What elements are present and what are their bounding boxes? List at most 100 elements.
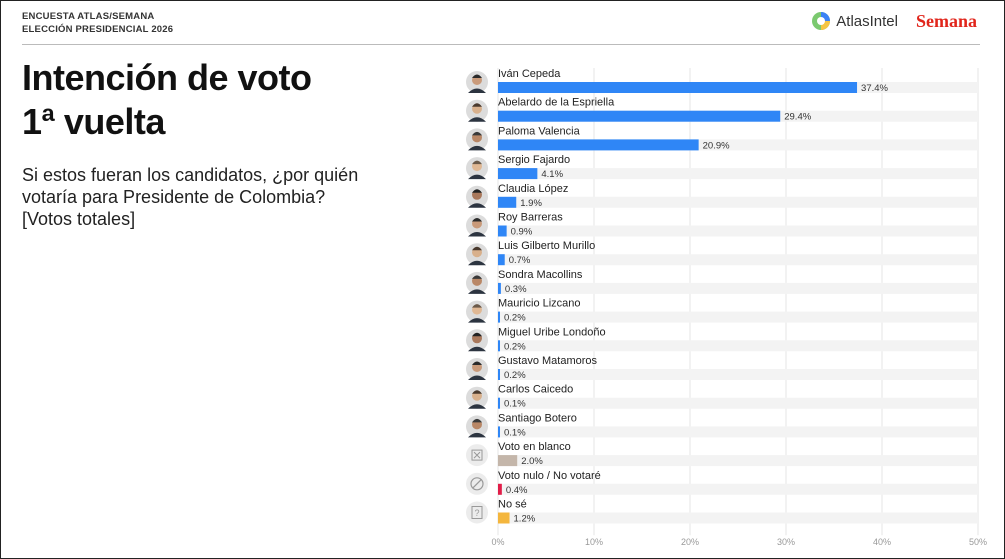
candidate-photo-hair [472,131,482,136]
candidate-photo-hair [472,103,482,107]
value-label: 20.9% [703,140,730,151]
x-tick-label: 10% [585,537,603,547]
bar [498,369,500,380]
candidate-photo-body [468,232,486,237]
blank-ballot-icon-cross [473,451,481,459]
candidate-photo-body [468,203,486,208]
category-label: Mauricio Lizcano [498,298,581,310]
bar-track [498,311,978,323]
header-line-1: ENCUESTA ATLAS/SEMANA [22,11,155,22]
value-label: 0.7% [509,255,531,266]
bar [498,397,500,409]
value-label: 0.2% [504,313,526,324]
bar-track [498,512,978,524]
bar [498,483,502,495]
value-label: 0.9% [511,227,533,238]
title-line-1: Intención de voto [22,57,312,98]
candidate-photo-hair [472,74,482,78]
title-line-2: 1ª vuelta [22,101,165,142]
candidate-photo-hair [472,275,482,279]
bar-track [498,455,978,467]
x-tick-label: 0% [491,537,504,547]
survey-question: Si estos fueran los candidatos, ¿por qui… [22,164,442,230]
bar [498,311,500,323]
candidate-photo-body [468,432,486,438]
bar-track [498,397,978,409]
value-label: 0.2% [504,370,526,381]
category-label: Roy Barreras [498,212,563,224]
category-label: Sondra Macollins [498,269,583,281]
category-label: Voto nulo / No votaré [498,470,601,482]
prohibited-icon [470,477,484,491]
candidate-photo-hair [472,361,482,365]
semana-logo: Semana [915,10,977,31]
candidate-photo-hair [472,332,482,337]
category-label: Paloma Valencia [498,125,581,137]
candidate-photo-body [468,88,486,93]
candidate-photo-body [468,289,486,294]
prohibited-icon-slash [472,479,482,489]
survey-header: ENCUESTA ATLAS/SEMANA ELECCIÓN PRESIDENC… [22,10,173,36]
category-label: Sergio Fajardo [498,154,570,166]
question-mark-icon [471,506,483,519]
x-tick-label: 50% [969,537,987,547]
bar [498,254,505,266]
bar [498,340,500,352]
value-label: 1.2% [514,514,536,525]
logos: AtlasIntel Semana [811,8,977,34]
bar [498,455,518,467]
candidate-photo-hair [472,390,482,394]
value-label: 0.2% [504,341,526,352]
candidate-photo-body [468,260,486,266]
value-label: 37.4% [861,83,888,94]
blank-ballot-icon [471,449,483,461]
value-label: 0.1% [504,399,526,410]
atlasintel-mark-icon [812,12,831,30]
bar-track [498,483,978,495]
question-line-2: votaría para Presidente de Colombia? [22,187,326,207]
bar-track [498,196,978,208]
x-tick-label: 40% [873,537,891,547]
header-divider [22,44,980,45]
candidate-photo-hair [472,160,482,165]
candidate-photo-hair [472,218,482,222]
question-line-1: Si estos fueran los candidatos, ¿por qui… [22,165,359,185]
bar [498,426,500,438]
bar [498,225,507,237]
candidate-photo-body [468,346,486,352]
bar-track [498,426,978,438]
category-label: Santiago Botero [498,412,577,424]
bar-track [498,225,978,237]
bar [498,110,781,122]
candidate-photo-body [468,145,486,151]
page-title: Intención de voto 1ª vuelta [22,56,312,144]
bar [498,512,510,524]
value-label: 0.3% [505,284,527,295]
category-label: No sé [498,499,527,511]
value-label: 0.4% [506,485,528,496]
candidate-photo-hair [472,304,482,308]
header-line-2: ELECCIÓN PRESIDENCIAL 2026 [22,24,174,35]
category-label: Gustavo Matamoros [498,355,598,367]
candidate-photo-hair [472,246,482,251]
question-line-3: [Votos totales] [22,209,136,229]
category-label: Abelardo de la Espriella [498,97,615,109]
bar-track [498,168,978,180]
bar-track [498,369,978,380]
x-tick-label: 30% [777,537,795,547]
value-label: 1.9% [520,198,542,209]
candidate-photo-hair [472,418,482,423]
candidate-photo-body [468,375,486,380]
category-label: Carlos Caicedo [498,384,573,396]
question-mark-icon-glyph: ? [474,508,479,518]
bar [498,168,538,180]
atlasintel-wordmark: AtlasIntel [836,12,898,30]
atlasintel-logo: AtlasIntel [811,11,898,31]
category-label: Voto en blanco [498,441,571,453]
bar [498,139,699,151]
value-label: 4.1% [541,169,563,180]
bar-track [498,282,978,294]
value-label: 2.0% [521,456,543,467]
category-label: Miguel Uribe Londoño [498,326,606,338]
